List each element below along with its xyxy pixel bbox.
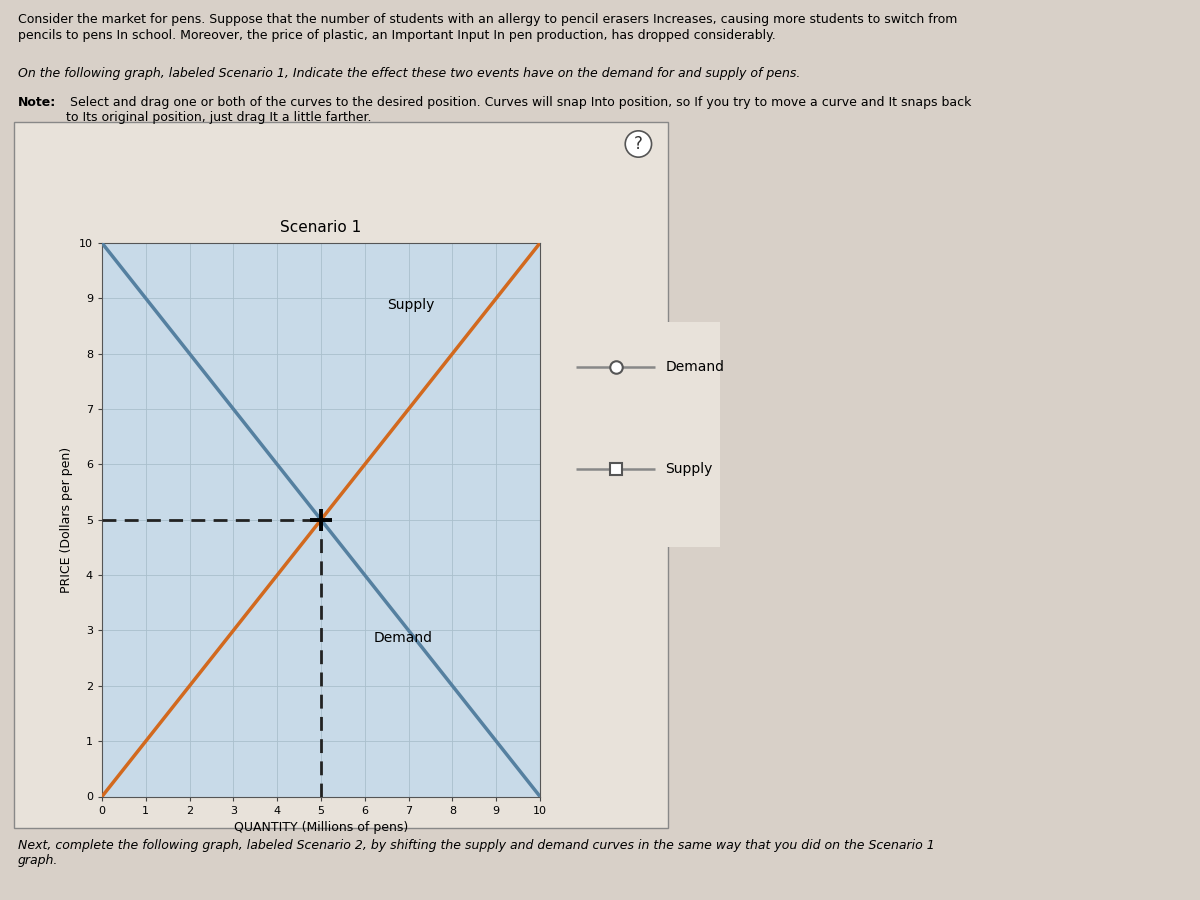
Y-axis label: PRICE (Dollars per pen): PRICE (Dollars per pen) xyxy=(60,446,73,593)
Text: Consider the market for pens. Suppose that the number of students with an allerg: Consider the market for pens. Suppose th… xyxy=(18,14,958,41)
Title: Scenario 1: Scenario 1 xyxy=(281,220,361,235)
Text: Demand: Demand xyxy=(665,360,725,374)
Text: Note:: Note: xyxy=(18,96,56,109)
X-axis label: QUANTITY (Millions of pens): QUANTITY (Millions of pens) xyxy=(234,821,408,834)
Text: Demand: Demand xyxy=(373,631,432,644)
Text: ?: ? xyxy=(634,135,643,153)
Text: On the following graph, labeled Scenario 1, Indicate the effect these two events: On the following graph, labeled Scenario… xyxy=(18,68,800,80)
Text: Supply: Supply xyxy=(386,299,434,312)
Text: Supply: Supply xyxy=(665,462,713,476)
Text: Select and drag one or both of the curves to the desired position. Curves will s: Select and drag one or both of the curve… xyxy=(66,96,971,124)
Text: Next, complete the following graph, labeled Scenario 2, by shifting the supply a: Next, complete the following graph, labe… xyxy=(18,839,935,867)
